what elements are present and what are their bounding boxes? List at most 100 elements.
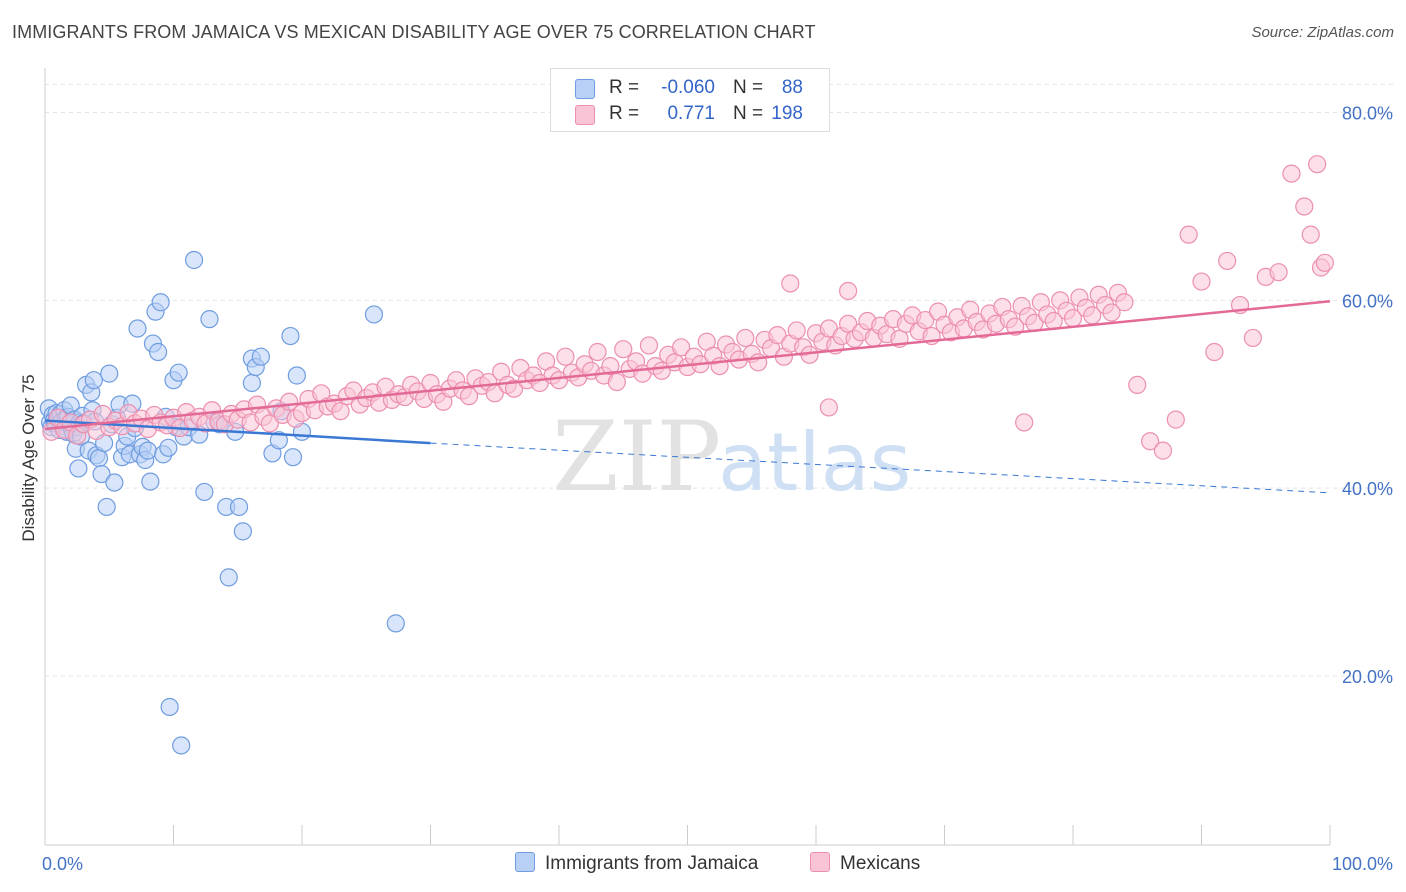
point-mexicans — [1269, 263, 1288, 282]
point-jamaica — [172, 736, 191, 755]
legend-r-label: R = — [609, 77, 640, 98]
point-mexicans — [916, 310, 935, 330]
point-mexicans — [607, 372, 626, 392]
y-tick-label: 20.0% — [1342, 667, 1393, 687]
bottom-legend-swatch-mexicans — [810, 852, 830, 872]
point-jamaica — [195, 482, 214, 502]
point-jamaica — [141, 472, 160, 491]
legend-r-label: R = — [609, 103, 640, 124]
point-jamaica — [229, 497, 249, 517]
trend-lines — [44, 300, 1331, 494]
point-jamaica — [92, 464, 111, 484]
point-mexicans — [1102, 303, 1121, 322]
point-jamaica — [242, 373, 261, 393]
point-jamaica — [281, 326, 300, 346]
point-mexicans — [331, 402, 350, 421]
point-jamaica — [97, 497, 116, 517]
point-mexicans — [1128, 375, 1147, 394]
x-tick-label: 0.0% — [42, 854, 83, 874]
point-jamaica — [151, 293, 170, 312]
point-mexicans — [601, 356, 620, 376]
point-jamaica — [287, 366, 306, 385]
point-jamaica — [169, 363, 188, 382]
point-mexicans — [1179, 225, 1198, 244]
point-mexicans — [787, 321, 806, 340]
point-jamaica — [159, 438, 178, 457]
legend-row-mexicans: R = 0.771 N = 198 — [551, 101, 829, 127]
point-jamaica — [200, 310, 219, 329]
point-mexicans — [1115, 293, 1134, 312]
point-mexicans — [1006, 317, 1025, 336]
x-tick-labels: 0.0% 100.0% — [42, 854, 1393, 874]
point-jamaica — [283, 448, 303, 467]
point-mexicans — [556, 347, 575, 366]
point-jamaica — [160, 697, 179, 717]
point-jamaica — [138, 441, 157, 460]
point-mexicans — [839, 281, 858, 301]
legend-n-label: N = — [733, 77, 764, 98]
point-mexicans — [839, 314, 858, 333]
chart-title: IMMIGRANTS FROM JAMAICA VS MEXICAN DISAB… — [12, 22, 816, 42]
bottom-legend-swatch-jamaica — [515, 852, 535, 872]
point-jamaica — [105, 473, 124, 492]
point-mexicans — [588, 342, 607, 362]
point-mexicans — [614, 340, 633, 359]
legend-n-value: 88 — [781, 77, 803, 98]
watermark-atlas: atlas — [718, 416, 911, 509]
point-mexicans — [819, 398, 838, 417]
legend-n-value: 198 — [771, 103, 803, 124]
legend-n-label: N = — [733, 103, 764, 124]
point-mexicans — [768, 326, 787, 345]
point-mexicans — [260, 414, 279, 433]
bottom-legend-jamaica: Immigrants from Jamaica — [515, 852, 758, 875]
point-mexicans — [736, 328, 755, 348]
y-tick-labels: 20.0% 40.0% 60.0% 80.0% — [1342, 104, 1393, 687]
point-mexicans — [1315, 253, 1334, 272]
point-mexicans — [1218, 251, 1237, 271]
point-mexicans — [504, 379, 524, 398]
point-mexicans — [1295, 197, 1314, 216]
point-mexicans — [671, 338, 691, 357]
legend: R = -0.060 N = 88 R = 0.771 N = 198 — [550, 68, 830, 132]
bottom-legend-label-mexicans: Mexicans — [840, 853, 921, 874]
axes — [44, 68, 1331, 846]
trend-line-mexicans — [44, 300, 1331, 431]
y-tick-label: 40.0% — [1342, 479, 1393, 499]
legend-r-value: -0.060 — [661, 77, 715, 98]
point-jamaica — [364, 305, 384, 324]
point-jamaica — [269, 431, 288, 450]
point-mexicans — [781, 274, 800, 293]
bottom-legend-label-jamaica: Immigrants from Jamaica — [545, 853, 759, 874]
point-jamaica — [251, 347, 270, 366]
y-tick-label: 60.0% — [1342, 291, 1393, 311]
point-mexicans — [1205, 342, 1224, 362]
chart-source: Source: ZipAtlas.com — [1251, 24, 1394, 41]
point-mexicans — [1140, 432, 1160, 451]
point-jamaica — [89, 449, 109, 468]
legend-r-value: 0.771 — [667, 103, 715, 124]
point-jamaica — [100, 364, 119, 383]
point-mexicans — [1166, 410, 1185, 429]
point-jamaica — [128, 319, 147, 338]
point-mexicans — [1301, 225, 1320, 244]
point-mexicans — [1308, 155, 1327, 174]
trend-line-jamaica-extension — [430, 442, 1331, 494]
x-tick-label: 100.0% — [1332, 854, 1393, 874]
y-axis-label: Disability Age Over 75 — [19, 374, 38, 541]
point-jamaica — [233, 522, 252, 541]
point-jamaica — [184, 250, 204, 270]
point-mexicans — [639, 336, 659, 355]
legend-swatch-jamaica — [575, 79, 595, 99]
point-jamaica — [148, 342, 168, 362]
point-mexicans — [1015, 413, 1034, 432]
point-mexicans — [1192, 272, 1211, 291]
point-jamaica — [219, 568, 238, 587]
point-jamaica — [69, 459, 88, 478]
point-mexicans — [1243, 328, 1263, 348]
bottom-legend-mexicans: Mexicans — [810, 852, 920, 875]
watermark-zip: ZIP — [552, 401, 721, 513]
trend-line-jamaica — [44, 419, 431, 445]
point-jamaica — [84, 371, 103, 390]
legend-row-jamaica: R = -0.060 N = 88 — [551, 75, 829, 101]
